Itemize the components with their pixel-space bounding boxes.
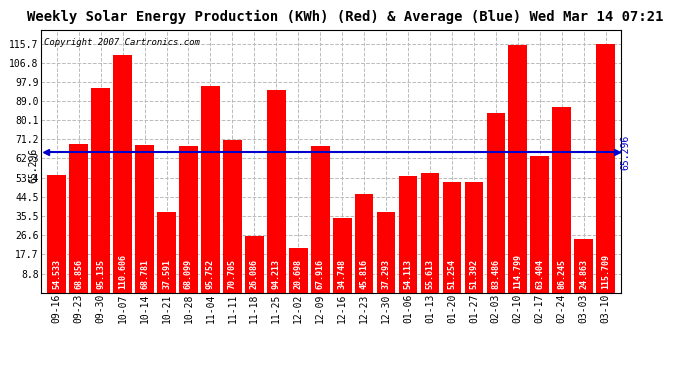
Text: 65.296: 65.296 bbox=[620, 134, 630, 170]
Bar bbox=[553, 107, 571, 292]
Bar bbox=[289, 248, 308, 292]
Bar bbox=[377, 212, 395, 292]
Bar bbox=[333, 218, 351, 292]
Text: Weekly Solar Energy Production (KWh) (Red) & Average (Blue) Wed Mar 14 07:21: Weekly Solar Energy Production (KWh) (Re… bbox=[27, 9, 663, 24]
Bar bbox=[355, 194, 373, 292]
Text: 95.135: 95.135 bbox=[96, 259, 105, 289]
Bar bbox=[442, 182, 462, 292]
Bar bbox=[179, 146, 198, 292]
Text: 34.748: 34.748 bbox=[337, 259, 346, 289]
Bar bbox=[574, 239, 593, 292]
Bar bbox=[113, 54, 132, 292]
Text: 67.916: 67.916 bbox=[316, 259, 325, 289]
Text: 68.781: 68.781 bbox=[140, 259, 149, 289]
Text: 63.404: 63.404 bbox=[535, 259, 544, 289]
Text: 95.752: 95.752 bbox=[206, 259, 215, 289]
Text: 68.856: 68.856 bbox=[75, 259, 83, 289]
Text: 24.863: 24.863 bbox=[579, 259, 588, 289]
Bar bbox=[486, 113, 505, 292]
Bar bbox=[267, 90, 286, 292]
Text: 45.816: 45.816 bbox=[359, 259, 368, 289]
Bar bbox=[157, 211, 176, 292]
Text: 51.392: 51.392 bbox=[469, 259, 478, 289]
Bar bbox=[201, 87, 220, 292]
Bar bbox=[311, 146, 330, 292]
Bar bbox=[596, 44, 615, 292]
Bar bbox=[421, 173, 440, 292]
Text: 54.533: 54.533 bbox=[52, 259, 61, 289]
Bar bbox=[223, 140, 241, 292]
Text: 114.799: 114.799 bbox=[513, 254, 522, 289]
Bar bbox=[91, 88, 110, 292]
Bar bbox=[464, 182, 483, 292]
Bar bbox=[399, 176, 417, 292]
Bar bbox=[509, 45, 527, 292]
Text: 37.293: 37.293 bbox=[382, 259, 391, 289]
Text: 94.213: 94.213 bbox=[272, 259, 281, 289]
Text: Copyright 2007 Cartronics.com: Copyright 2007 Cartronics.com bbox=[44, 38, 200, 47]
Text: 68.099: 68.099 bbox=[184, 259, 193, 289]
Bar bbox=[245, 236, 264, 292]
Text: 86.245: 86.245 bbox=[558, 259, 566, 289]
Text: 115.709: 115.709 bbox=[601, 254, 610, 289]
Bar bbox=[70, 144, 88, 292]
Text: 20.698: 20.698 bbox=[294, 259, 303, 289]
Text: 70.705: 70.705 bbox=[228, 259, 237, 289]
Text: 83.486: 83.486 bbox=[491, 259, 500, 289]
Text: 54.113: 54.113 bbox=[404, 259, 413, 289]
Text: 37.591: 37.591 bbox=[162, 259, 171, 289]
Text: 110.606: 110.606 bbox=[118, 254, 127, 289]
Bar bbox=[531, 156, 549, 292]
Text: 26.086: 26.086 bbox=[250, 259, 259, 289]
Text: 51.254: 51.254 bbox=[447, 259, 457, 289]
Text: 55.613: 55.613 bbox=[426, 259, 435, 289]
Bar bbox=[48, 175, 66, 292]
Bar bbox=[135, 144, 154, 292]
